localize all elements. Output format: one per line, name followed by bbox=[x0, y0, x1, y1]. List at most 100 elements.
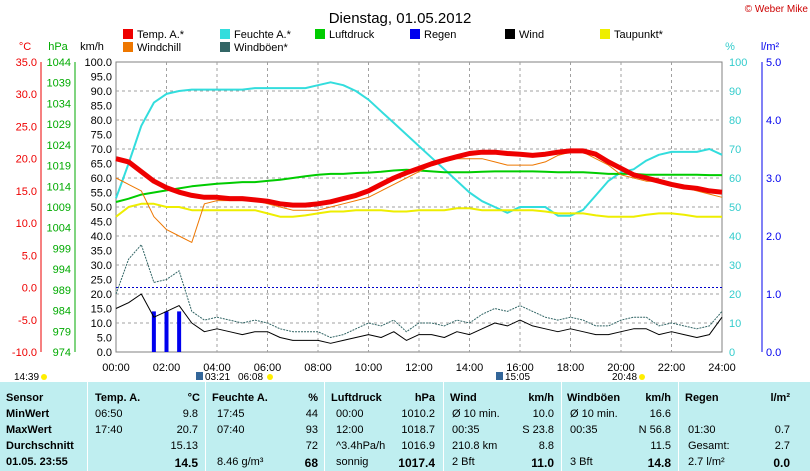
sunset-time: 20:48 bbox=[612, 372, 637, 382]
wind-tick-label: 95.0 bbox=[91, 72, 112, 84]
time-tick-label: 18:00 bbox=[557, 362, 585, 374]
humidity-tick-label: 90 bbox=[729, 86, 741, 98]
wind-tick-label: 50.0 bbox=[91, 202, 112, 214]
stat-hum-time-row1: 07:40 bbox=[217, 424, 245, 436]
stat-press-time-row0: 00:00 bbox=[336, 408, 364, 420]
header-pressure-unit: hPa bbox=[414, 392, 435, 404]
time-tick-label: 06:00 bbox=[254, 362, 282, 374]
wind-tick-label: 55.0 bbox=[91, 188, 112, 200]
stat-hum-time-row3: 8.46 g/m³ bbox=[217, 456, 264, 468]
pressure-tick-label: 1004 bbox=[47, 223, 71, 235]
moonrise-time: 03:21 bbox=[205, 372, 230, 382]
legend-label: Windböen* bbox=[234, 42, 289, 54]
series-humidity bbox=[115, 81, 723, 217]
wind-tick-label: 40.0 bbox=[91, 231, 112, 243]
legend-swatch bbox=[220, 29, 230, 39]
wind-tick-label: 75.0 bbox=[91, 130, 112, 142]
legend-swatch bbox=[123, 29, 133, 39]
statistics-table: Sensor Temp. A. °C Feuchte A. % Luftdruc… bbox=[0, 382, 810, 471]
pressure-tick-label: 994 bbox=[53, 264, 71, 276]
rain-tick-label: 1.0 bbox=[766, 289, 781, 301]
temp-tick-label: 5.0 bbox=[22, 250, 37, 262]
temp-tick-label: 20.0 bbox=[16, 154, 37, 166]
now-time: 14:39 bbox=[14, 372, 39, 382]
stat-temp-time-row0: 06:50 bbox=[95, 408, 123, 420]
weather-chart: 35.0 30.0 25.0 20.0 15.0 10.0 5.0 0.0 -5.0 -10.0 1… bbox=[12, 4, 809, 382]
stat-press-row0: 1010.2 bbox=[401, 408, 435, 420]
stat-hum-row3: 68 bbox=[304, 456, 318, 470]
wind-tick-label: 100.0 bbox=[84, 57, 112, 69]
stat-press-row2: 1016.9 bbox=[401, 440, 435, 452]
stat-label-row2: Durchschnitt bbox=[6, 440, 74, 452]
header-gusts: Windböen bbox=[567, 392, 621, 404]
moonset-time: 15:05 bbox=[505, 372, 530, 382]
temp-tick-label: 15.0 bbox=[16, 186, 37, 198]
sunrise-time: 06:08 bbox=[238, 372, 263, 382]
legend-swatch bbox=[505, 29, 515, 39]
stat-label-row3: 01.05. 23:55 bbox=[6, 456, 68, 468]
stat-hum-row0: 44 bbox=[305, 408, 318, 420]
stat-gust-row3: 14.8 bbox=[647, 456, 671, 470]
axis-unit-label: hPa bbox=[48, 41, 68, 53]
wind-tick-label: 85.0 bbox=[91, 101, 112, 113]
pressure-tick-label: 1039 bbox=[47, 78, 71, 90]
wind-tick-label: 70.0 bbox=[91, 144, 112, 156]
header-rain: Regen bbox=[685, 392, 719, 404]
temp-tick-label: 0.0 bbox=[22, 283, 37, 295]
time-tick-label: 10:00 bbox=[355, 362, 383, 374]
stat-temp-row0: 9.8 bbox=[182, 408, 198, 420]
humidity-tick-label: 70 bbox=[729, 144, 741, 156]
time-tick-label: 22:00 bbox=[658, 362, 686, 374]
moon-icon bbox=[496, 372, 503, 380]
pressure-tick-label: 1014 bbox=[47, 181, 71, 193]
legend-swatch bbox=[600, 29, 610, 39]
wind-tick-label: 30.0 bbox=[91, 260, 112, 272]
rain-tick-label: 4.0 bbox=[766, 115, 781, 127]
sun-icon bbox=[267, 374, 273, 380]
copyright-text: © Weber Mike bbox=[745, 4, 809, 15]
pressure-tick-label: 999 bbox=[53, 243, 71, 255]
stat-gust-row0: 16.6 bbox=[649, 408, 671, 420]
humidity-tick-label: 100 bbox=[729, 57, 747, 69]
humidity-tick-label: 50 bbox=[729, 202, 741, 214]
pressure-tick-label: 1044 bbox=[47, 57, 71, 69]
stat-wind-desc-row1: 00:35 bbox=[452, 424, 480, 436]
stat-gust-desc-row1: 00:35 bbox=[570, 424, 598, 436]
time-tick-label: 14:00 bbox=[456, 362, 484, 374]
axis-unit-label: km/h bbox=[80, 41, 104, 53]
rain-bar bbox=[177, 311, 182, 352]
header-sensor: Sensor bbox=[6, 392, 44, 404]
wind-tick-label: 35.0 bbox=[91, 246, 112, 258]
stat-rain-desc-row2: Gesamt: bbox=[688, 440, 730, 452]
legend-label: Taupunkt* bbox=[614, 29, 664, 41]
legend-swatch bbox=[220, 42, 230, 52]
wind-tick-label: 20.0 bbox=[91, 289, 112, 301]
chart-axes: 35.0 30.0 25.0 20.0 15.0 10.0 5.0 0.0 -5.0 -10.0 1… bbox=[12, 41, 781, 382]
humidity-tick-label: 10 bbox=[729, 318, 741, 330]
time-tick-label: 02:00 bbox=[153, 362, 181, 374]
time-tick-label: 00:00 bbox=[102, 362, 130, 374]
time-tick-label: 04:00 bbox=[203, 362, 231, 374]
pressure-tick-label: 984 bbox=[53, 306, 71, 318]
stat-wind-desc-row3: 2 Bft bbox=[452, 456, 475, 468]
stat-press-time-row2: ^3.4hPa/h bbox=[336, 440, 386, 452]
stat-gust-desc-row0: Ø 10 min. bbox=[570, 408, 618, 420]
legend-label: Windchill bbox=[137, 42, 181, 54]
legend-swatch bbox=[123, 42, 133, 52]
stat-rain-desc-row1: 01:30 bbox=[688, 424, 716, 436]
header-rain-unit: l/m² bbox=[770, 392, 790, 404]
stat-press-time-row3: sonnig bbox=[336, 456, 369, 468]
wind-tick-label: 0.0 bbox=[97, 347, 112, 359]
wind-tick-label: 65.0 bbox=[91, 159, 112, 171]
axis-unit-label: l/m² bbox=[761, 41, 780, 53]
header-humidity: Feuchte A. bbox=[212, 392, 268, 404]
humidity-tick-label: 40 bbox=[729, 231, 741, 243]
series-temp bbox=[115, 202, 722, 218]
chart-legend: Temp. A.* Feuchte A.* Luftdruck Regen Wind Ta… bbox=[123, 29, 664, 54]
stat-rain-desc-row3: 2.7 l/m² bbox=[688, 456, 725, 468]
header-wind-unit: km/h bbox=[528, 392, 554, 404]
stat-hum-row2: 72 bbox=[305, 440, 318, 452]
humidity-tick-label: 0 bbox=[729, 347, 735, 359]
wind-tick-label: 25.0 bbox=[91, 275, 112, 287]
time-tick-label: 12:00 bbox=[405, 362, 433, 374]
